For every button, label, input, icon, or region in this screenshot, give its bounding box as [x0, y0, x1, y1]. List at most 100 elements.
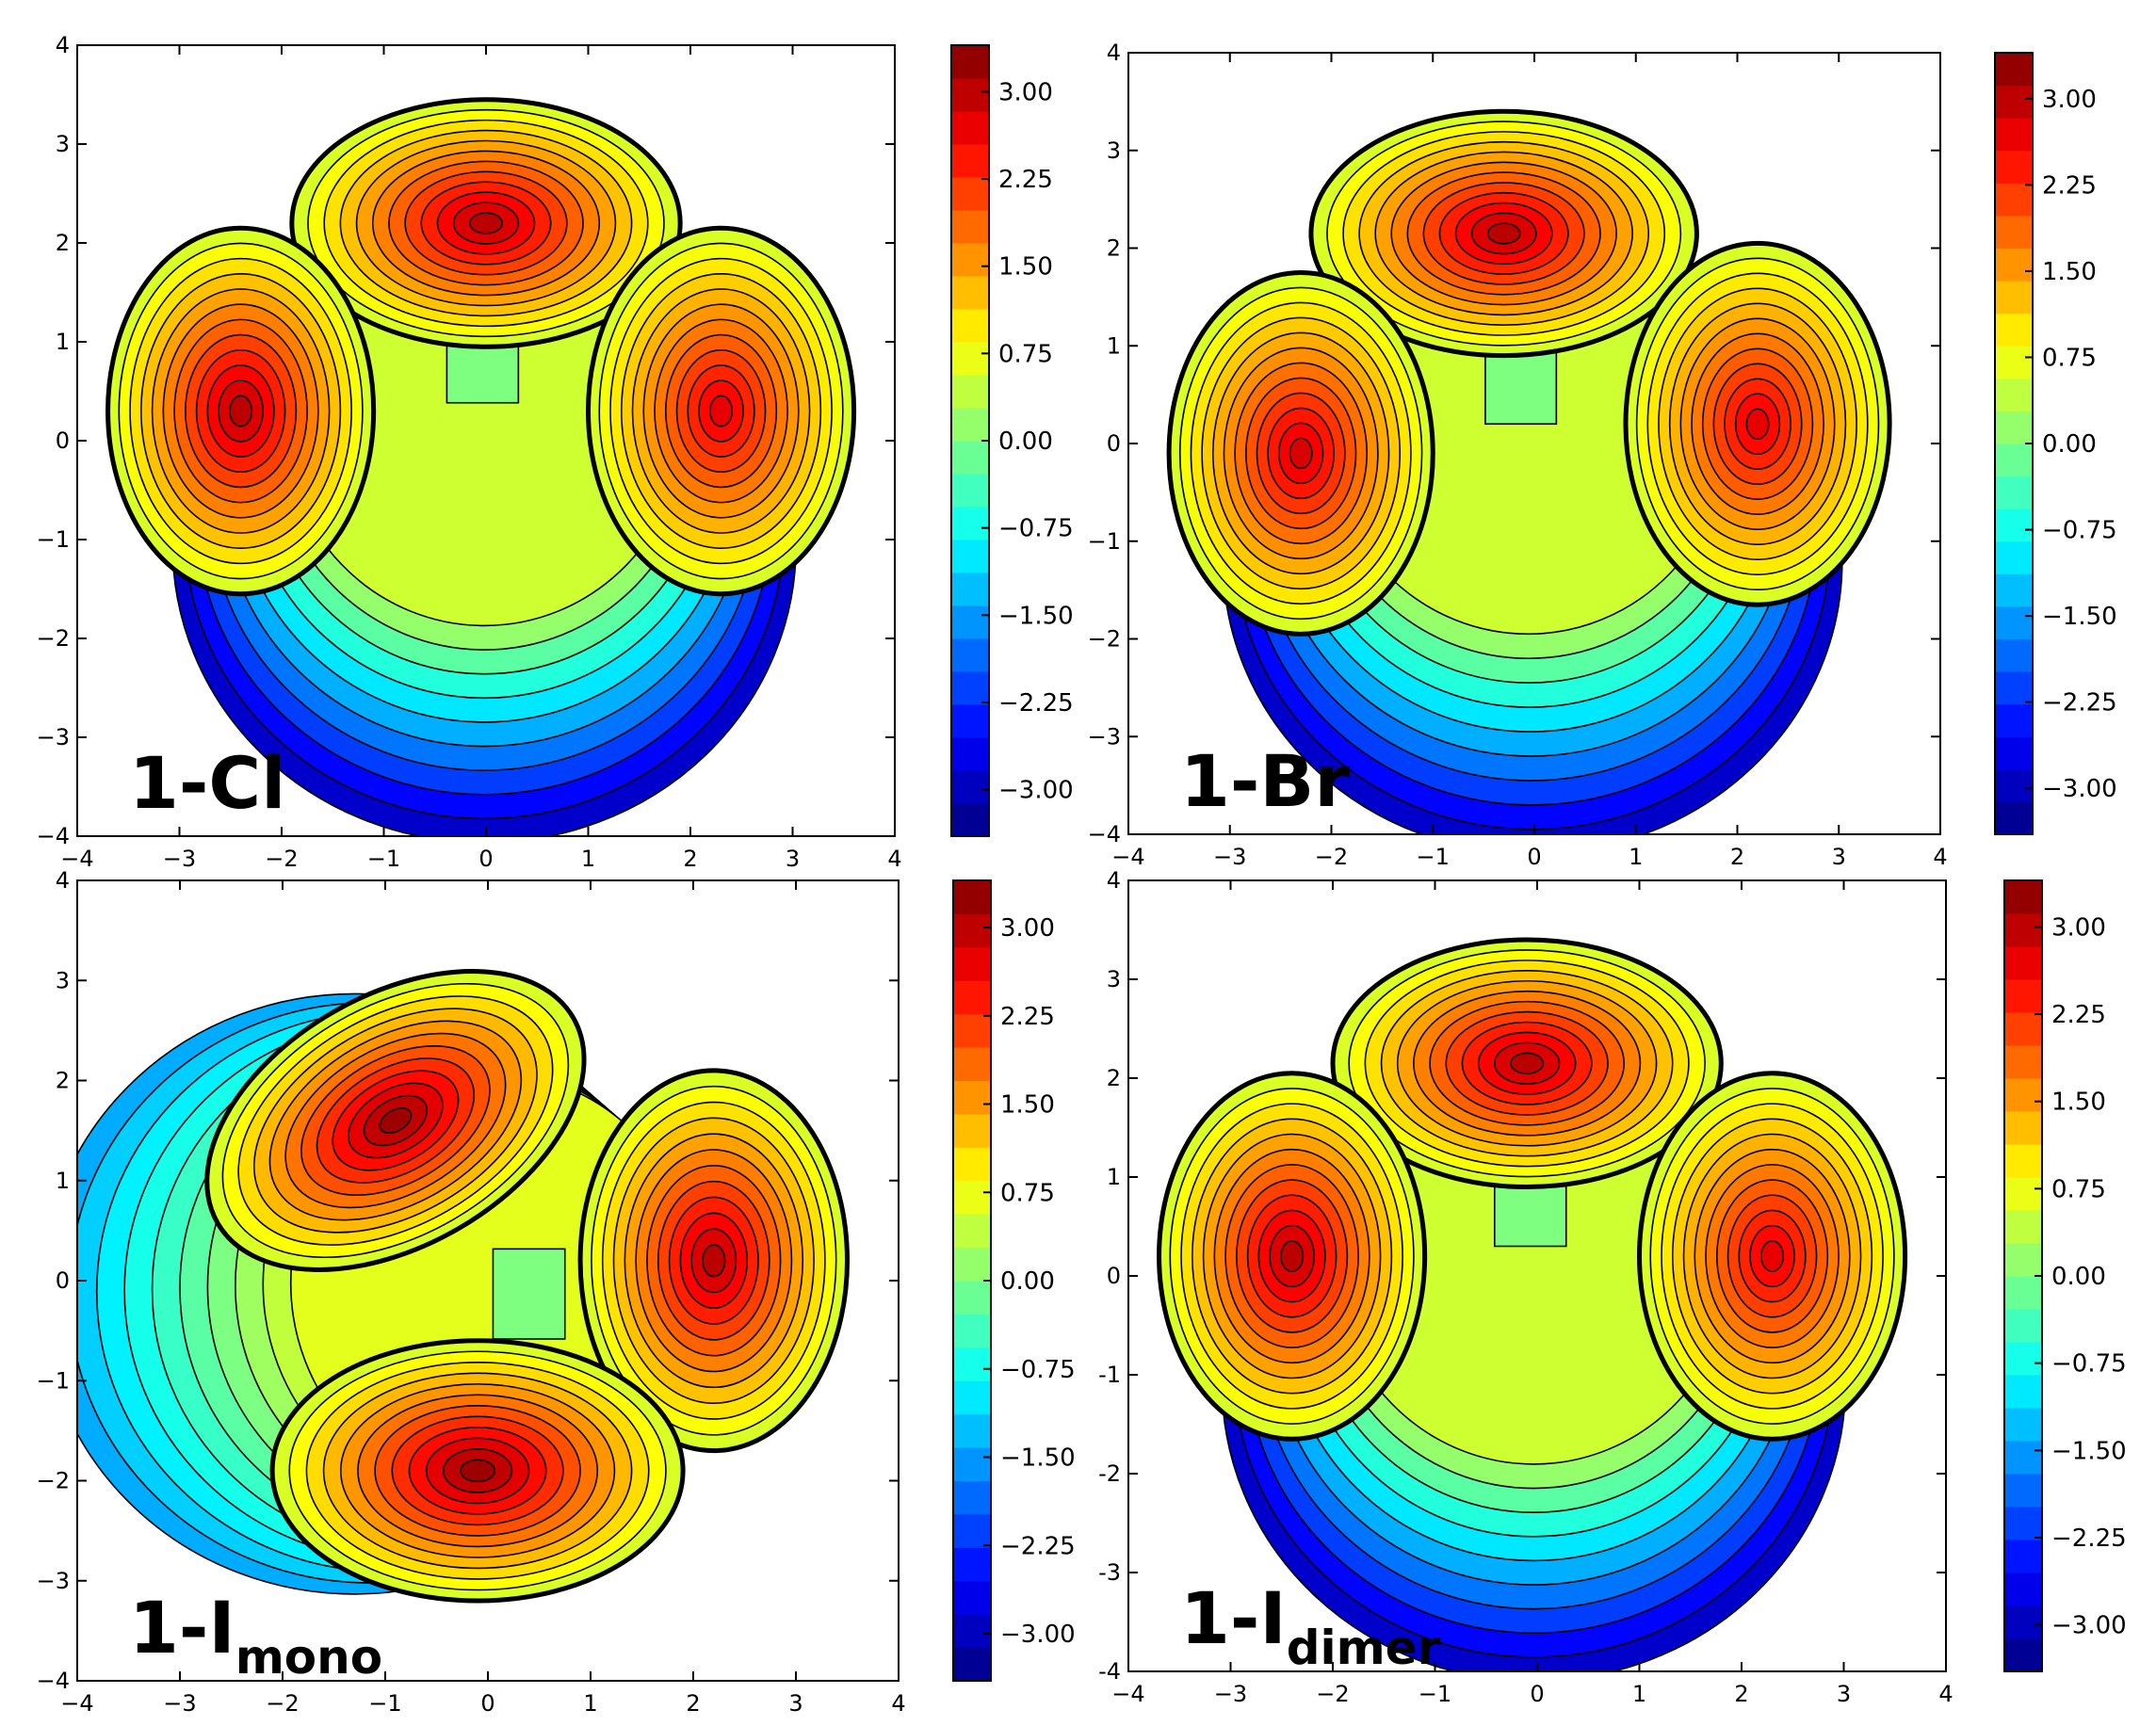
colorbar-segment: [1995, 215, 2033, 249]
y-tick-label: −3: [37, 724, 70, 750]
colorbar-segment: [2004, 1078, 2042, 1112]
y-tick-label: 4: [1107, 867, 1121, 894]
x-tick-label: 4: [1933, 844, 1947, 870]
colorbar-segment: [2004, 1309, 2042, 1343]
lobe-contour-band: [229, 395, 253, 427]
x-tick-label: −4: [1111, 844, 1144, 870]
colorbar-segment: [2004, 1540, 2042, 1573]
y-tick-label: −1: [37, 1367, 70, 1394]
lobe-1: [1157, 1071, 1428, 1442]
panel-label-main: 1-Cl: [129, 741, 285, 825]
colorbar-segment: [1995, 248, 2033, 282]
colorbar-tick-label: −2.25: [2051, 1524, 2127, 1553]
colorbar-segment: [2004, 1177, 2042, 1211]
y-tick-label: 2: [1107, 235, 1121, 262]
y-tick-label: 1: [56, 329, 70, 355]
colorbar-tick-label: 2.25: [1000, 1003, 1055, 1031]
panel-label-main: 1-Br: [1180, 739, 1350, 823]
colorbar-tick-label: −0.75: [998, 515, 1074, 543]
x-tick-label: 0: [1530, 1681, 1544, 1707]
colorbar-segment: [2004, 1441, 2042, 1475]
colorbar-segment: [1995, 671, 2033, 705]
colorbar-segment: [2004, 1342, 2042, 1376]
colorbar-segment: [2004, 1408, 2042, 1442]
colorbar-segment: [953, 880, 991, 914]
colorbar-segment: [953, 1080, 991, 1115]
colorbar-segment: [2004, 1605, 2042, 1639]
colorbar-segment: [2004, 1210, 2042, 1244]
lobe-contour-band: [469, 212, 503, 234]
colorbar-segment: [1995, 281, 2033, 315]
x-tick-label: 1: [1629, 844, 1643, 870]
lobe-1: [1166, 269, 1435, 637]
colorbar-tick-label: 2.25: [998, 166, 1053, 194]
colorbar-segment: [2004, 1375, 2042, 1409]
colorbar-tick-label: 0.75: [998, 340, 1053, 368]
y-tick-label: 4: [1107, 40, 1121, 66]
colorbar-tick-label: −3.00: [2042, 775, 2117, 803]
colorbar-tick-label: 1.50: [2042, 258, 2097, 286]
colorbar-segment: [1995, 508, 2033, 542]
colorbar-segment: [953, 1413, 991, 1448]
colorbar-segment: [953, 1547, 991, 1582]
lobe-0: [204, 969, 587, 1272]
colorbar-segment: [953, 1347, 991, 1381]
colorbar-tick-label: 0.00: [2051, 1263, 2106, 1291]
y-tick-label: −3: [37, 1568, 70, 1594]
x-tick-label: −2: [1316, 1681, 1349, 1707]
colorbar-tick-label: 1.50: [998, 253, 1053, 282]
colorbar-segment: [951, 375, 989, 409]
panel-label-subscript: mono: [235, 1630, 382, 1685]
lobe-contour-band: [1759, 1240, 1785, 1272]
x-tick-label: −4: [60, 1690, 93, 1717]
colorbar-segment: [951, 671, 989, 705]
colorbar-segment: [953, 1513, 991, 1548]
colorbar-segment: [953, 1214, 991, 1249]
y-tick-label: -4: [1098, 1658, 1121, 1685]
x-tick-label: 1: [583, 1690, 597, 1717]
colorbar-tick-label: −3.00: [1000, 1621, 1076, 1649]
y-tick-label: 4: [56, 867, 70, 894]
y-tick-label: −3: [1088, 723, 1121, 750]
colorbar-segment: [1995, 150, 2033, 184]
colorbar-segment: [953, 1047, 991, 1081]
colorbar-segment: [2004, 1573, 2042, 1606]
colorbar-tick-label: 0.00: [998, 427, 1053, 456]
colorbar-segment: [1995, 85, 2033, 119]
colorbar-tick-label: 2.25: [2051, 1001, 2106, 1029]
colorbar-tick-label: −3.00: [2051, 1612, 2127, 1640]
colorbar-segment: [953, 946, 991, 981]
colorbar-tick-label: 0.00: [1000, 1267, 1055, 1296]
x-tick-label: −2: [1315, 844, 1348, 870]
colorbar-segment: [951, 45, 989, 79]
panel-1-cl: −4 −3 −2 −1 0 1 2 3 4 −4 −3 −2 −1 0 1 2 3 4 1-Cl 3.00 2.25 1.…: [37, 32, 1074, 872]
colorbar-segment: [951, 737, 989, 771]
y-tick-label: −2: [37, 1468, 70, 1494]
y-tick-label: 4: [56, 32, 70, 58]
x-tick-label: 0: [480, 1690, 494, 1717]
colorbar-segment: [1995, 313, 2033, 347]
colorbar-segment: [2004, 1507, 2042, 1540]
colorbar-segment: [2004, 913, 2042, 947]
colorbar-segment: [1995, 346, 2033, 379]
x-tick-label: 0: [1527, 844, 1541, 870]
colorbar-segment: [951, 770, 989, 804]
colorbar: 3.00 2.25 1.50 0.75 0.00 −0.75 −1.50 −2.25 −3.00: [952, 879, 1076, 1682]
lobe-0: [289, 97, 683, 349]
x-tick-label: 3: [1832, 844, 1846, 870]
y-tick-label: −4: [37, 823, 70, 849]
colorbar-tick-label: −0.75: [1000, 1356, 1076, 1384]
x-tick-label: 3: [1837, 1681, 1851, 1707]
x-tick-label: −2: [266, 1690, 299, 1717]
lobe-0: [1308, 108, 1699, 359]
colorbar: 3.00 2.25 1.50 0.75 0.00 −0.75 −1.50 −2.25 −3.00: [2003, 879, 2127, 1672]
contour-field: [77, 969, 850, 1604]
colorbar-tick-label: 3.00: [2051, 913, 2106, 942]
colorbar-segment: [2004, 1045, 2042, 1079]
x-tick-label: −3: [163, 1690, 196, 1717]
colorbar-segment: [951, 540, 989, 573]
colorbar-tick-label: −0.75: [2051, 1350, 2127, 1379]
y-tick-label: -2: [1098, 1460, 1121, 1487]
colorbar: 3.00 2.25 1.50 0.75 0.00 −0.75 −1.50 −2.25 −3.00: [950, 44, 1074, 837]
